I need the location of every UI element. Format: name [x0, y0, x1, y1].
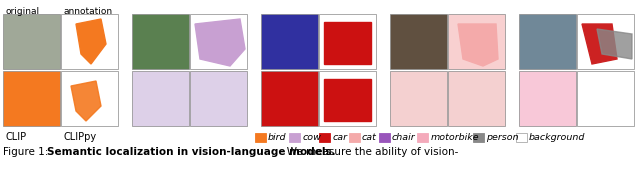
Polygon shape	[582, 24, 617, 64]
Polygon shape	[324, 22, 371, 64]
Bar	[132, 71, 189, 126]
Text: Figure 1:: Figure 1:	[3, 147, 52, 157]
Bar	[519, 71, 576, 126]
Bar	[379, 132, 390, 141]
Bar	[448, 14, 505, 69]
Text: original: original	[5, 7, 39, 16]
Bar	[61, 71, 118, 126]
Text: chair: chair	[392, 132, 415, 141]
Text: We measure the ability of vision-: We measure the ability of vision-	[277, 147, 459, 157]
Bar	[289, 132, 300, 141]
Bar	[519, 14, 576, 69]
Polygon shape	[597, 29, 632, 59]
Bar	[261, 14, 318, 69]
Bar	[61, 14, 118, 69]
Text: motorbike: motorbike	[430, 132, 479, 141]
Polygon shape	[324, 79, 371, 121]
Text: cow: cow	[302, 132, 321, 141]
Text: background: background	[529, 132, 585, 141]
Bar	[417, 132, 428, 141]
Bar	[190, 71, 247, 126]
Text: person: person	[486, 132, 519, 141]
Polygon shape	[458, 24, 498, 66]
Bar	[319, 71, 376, 126]
Bar	[3, 71, 60, 126]
Bar	[190, 14, 247, 69]
Bar	[319, 132, 330, 141]
Text: CLIPpy: CLIPpy	[63, 132, 96, 142]
Bar	[255, 132, 266, 141]
Bar	[390, 14, 447, 69]
Polygon shape	[76, 19, 106, 64]
Text: CLIP: CLIP	[5, 132, 26, 142]
Bar	[349, 132, 360, 141]
Bar	[261, 71, 318, 126]
Bar	[132, 14, 189, 69]
Polygon shape	[195, 19, 245, 66]
Bar	[390, 71, 447, 126]
Text: cat: cat	[362, 132, 377, 141]
Text: bird: bird	[268, 132, 287, 141]
Bar	[3, 14, 60, 69]
Bar	[319, 14, 376, 69]
Bar	[516, 132, 527, 141]
Bar	[577, 14, 634, 69]
Bar	[577, 71, 634, 126]
Polygon shape	[71, 81, 101, 121]
Bar	[473, 132, 484, 141]
Text: annotation: annotation	[63, 7, 112, 16]
Text: Semantic localization in vision-language models.: Semantic localization in vision-language…	[47, 147, 335, 157]
Bar	[448, 71, 505, 126]
Text: car: car	[332, 132, 347, 141]
